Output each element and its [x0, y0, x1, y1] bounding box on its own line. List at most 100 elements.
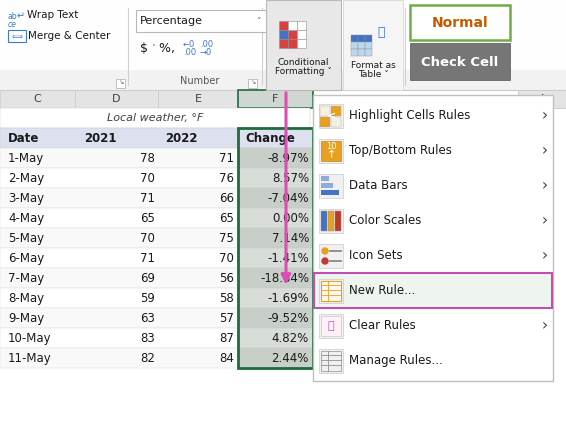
Bar — [358, 35, 365, 42]
Text: D: D — [112, 94, 121, 104]
Text: ›: › — [542, 143, 548, 158]
Text: Number: Number — [181, 76, 220, 86]
Bar — [238, 208, 313, 228]
Bar — [8, 30, 26, 42]
Text: Conditional: Conditional — [278, 58, 329, 66]
Text: 7-May: 7-May — [8, 272, 44, 285]
Text: ›: › — [542, 178, 548, 193]
Text: 2022: 2022 — [165, 132, 198, 145]
Bar — [319, 104, 343, 128]
Bar — [319, 244, 343, 268]
Text: New Rule...: New Rule... — [349, 284, 415, 297]
Text: 66: 66 — [219, 192, 234, 204]
Text: 75: 75 — [219, 231, 234, 244]
Text: Date: Date — [8, 132, 40, 145]
Text: Check Cell: Check Cell — [421, 55, 499, 69]
Bar — [321, 316, 341, 336]
Text: F: F — [272, 94, 278, 104]
Text: ˅: ˅ — [256, 16, 260, 25]
Text: ←0: ←0 — [183, 39, 195, 49]
Bar — [0, 90, 75, 108]
Text: Color Scales: Color Scales — [349, 214, 421, 227]
Text: 7.14%: 7.14% — [272, 231, 309, 244]
Text: →0: →0 — [200, 47, 212, 57]
Text: 1-May: 1-May — [8, 151, 44, 165]
Text: 76: 76 — [219, 171, 234, 184]
Bar — [321, 281, 341, 301]
Text: ↘: ↘ — [250, 80, 256, 85]
Text: .00: .00 — [183, 47, 196, 57]
Bar — [331, 117, 341, 127]
Bar — [238, 308, 313, 328]
Text: 2-May: 2-May — [8, 171, 44, 184]
Text: Icon Sets: Icon Sets — [349, 249, 402, 262]
Text: ˅: ˅ — [151, 44, 155, 52]
Bar — [319, 314, 343, 338]
Bar — [248, 79, 257, 88]
Bar — [0, 208, 313, 228]
Text: .00: .00 — [200, 39, 213, 49]
Bar — [0, 188, 313, 208]
Bar — [238, 288, 313, 308]
Text: ˅: ˅ — [94, 31, 98, 41]
Bar — [238, 228, 313, 248]
Bar — [351, 49, 358, 56]
Text: 65: 65 — [140, 212, 155, 225]
Text: 69: 69 — [140, 272, 155, 285]
Text: 83: 83 — [140, 332, 155, 344]
Text: Manage Rules...: Manage Rules... — [349, 354, 443, 367]
Bar — [279, 39, 288, 48]
Bar — [238, 328, 313, 348]
Bar — [238, 90, 313, 108]
Text: ↘: ↘ — [118, 80, 123, 85]
Text: 11-May: 11-May — [8, 352, 52, 365]
Bar — [0, 248, 313, 268]
Bar — [279, 30, 288, 39]
Text: 10-May: 10-May — [8, 332, 52, 344]
Text: 9-May: 9-May — [8, 311, 44, 324]
Bar — [351, 35, 358, 42]
Bar — [410, 43, 510, 80]
Text: 70: 70 — [140, 231, 155, 244]
Text: ›: › — [542, 108, 548, 123]
Text: 56: 56 — [219, 272, 234, 285]
Bar — [320, 106, 330, 116]
Bar — [0, 308, 313, 328]
Bar — [116, 79, 125, 88]
Text: Local weather, °F: Local weather, °F — [107, 113, 203, 123]
Text: 58: 58 — [219, 291, 234, 305]
Bar — [238, 128, 313, 368]
Bar — [288, 21, 297, 30]
Bar — [358, 42, 365, 49]
Bar — [319, 209, 343, 233]
Bar — [75, 90, 158, 108]
Text: 6-May: 6-May — [8, 252, 44, 264]
Bar — [0, 268, 313, 288]
Text: 3-May: 3-May — [8, 192, 44, 204]
Bar — [0, 108, 310, 128]
Text: 4-May: 4-May — [8, 212, 44, 225]
Text: Data Bars: Data Bars — [349, 179, 408, 192]
Text: Merge & Center: Merge & Center — [28, 31, 110, 41]
Text: Percentage: Percentage — [140, 16, 203, 26]
Text: ↵: ↵ — [17, 11, 25, 21]
Text: -8.97%: -8.97% — [267, 151, 309, 165]
Text: 5-May: 5-May — [8, 231, 44, 244]
Bar — [0, 328, 313, 348]
Text: Clear Rules: Clear Rules — [349, 319, 416, 332]
Text: -7.04%: -7.04% — [267, 192, 309, 204]
Bar — [238, 268, 313, 288]
Text: Change: Change — [245, 132, 295, 145]
Text: 10: 10 — [326, 142, 336, 151]
Bar — [314, 273, 552, 308]
Text: 82: 82 — [140, 352, 155, 365]
Bar — [136, 10, 266, 32]
Bar — [365, 42, 372, 49]
Text: -1.69%: -1.69% — [267, 291, 309, 305]
Text: 65: 65 — [219, 212, 234, 225]
Text: Wrap Text: Wrap Text — [27, 10, 78, 20]
Text: -18.84%: -18.84% — [260, 272, 309, 285]
Text: 59: 59 — [140, 291, 155, 305]
Bar — [313, 95, 553, 381]
Text: Normal: Normal — [432, 16, 488, 30]
